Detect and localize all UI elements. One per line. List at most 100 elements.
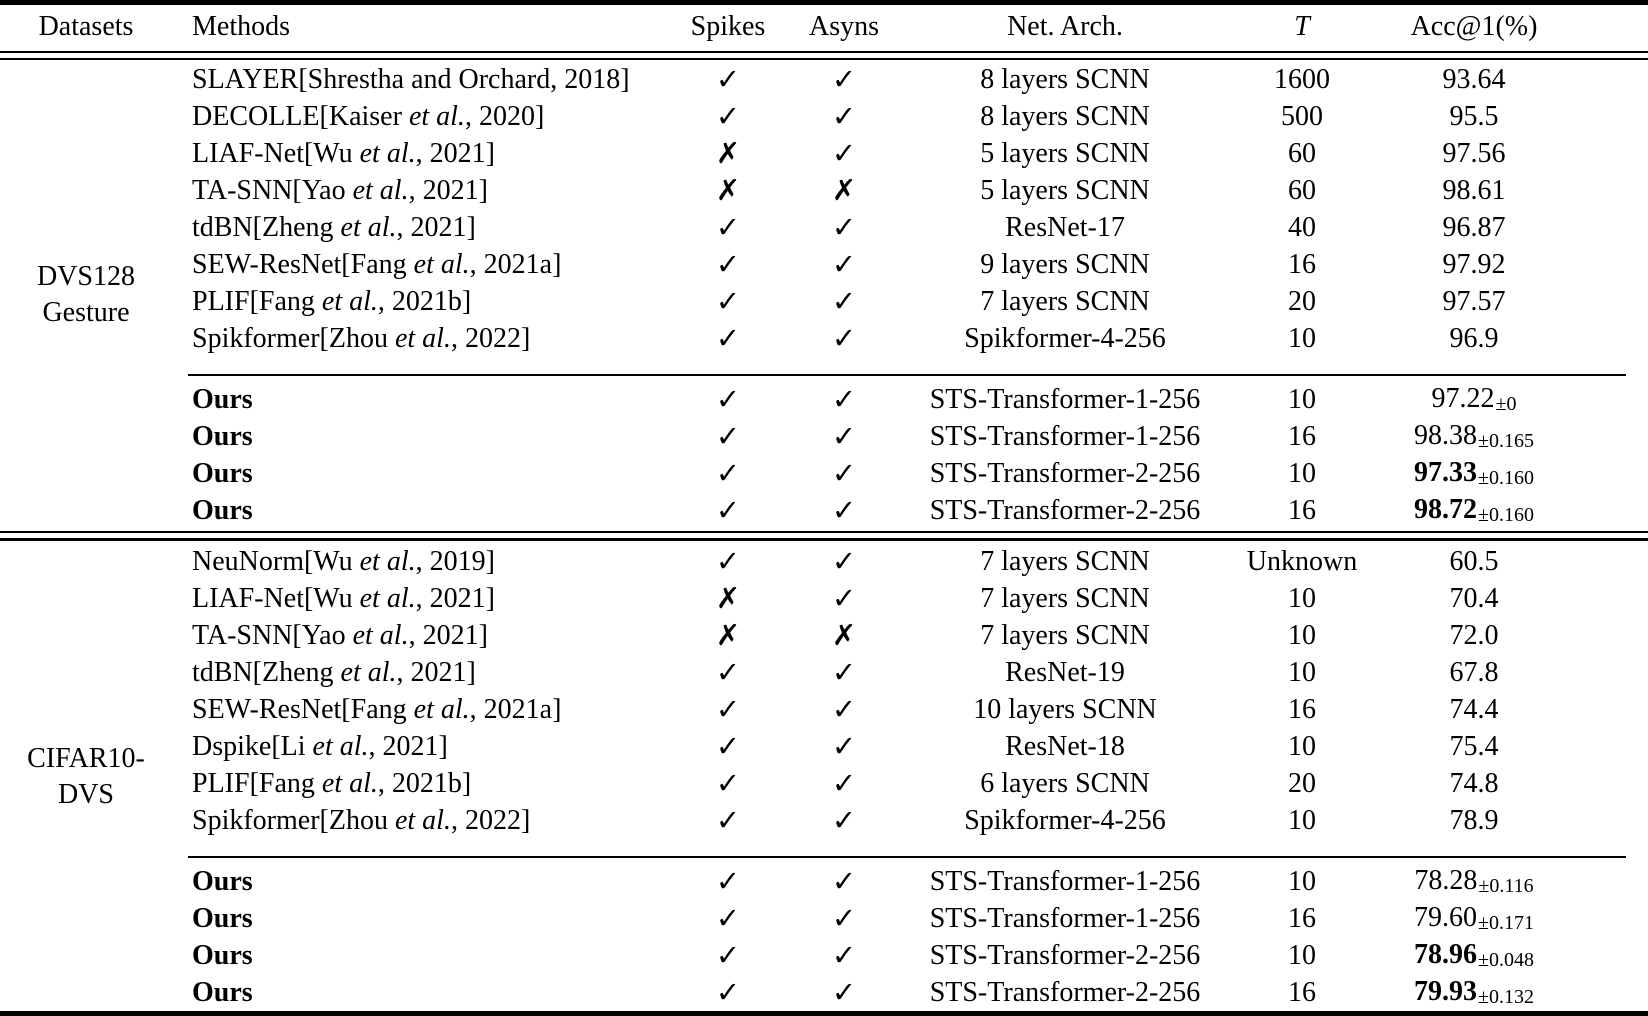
timesteps-cell: 16 [1288, 902, 1316, 934]
accuracy-std: ±0.171 [1478, 912, 1534, 934]
method-cell: DECOLLE[Kaiser et al., 2020] [172, 98, 672, 135]
method-name: NeuNorm[Wu et al., 2019] [192, 545, 495, 577]
accuracy-std: ±0 [1495, 393, 1517, 415]
accuracy-std: ±0.048 [1478, 949, 1534, 971]
asyns-cell: ✓ [784, 728, 904, 765]
check-icon: ✓ [715, 802, 741, 837]
accuracy-cell: 70.4 [1378, 580, 1648, 617]
method-cell: Ours [172, 863, 672, 900]
accuracy-std: ±0.160 [1478, 467, 1534, 489]
accuracy-cell: 98.72±0.160 [1378, 492, 1648, 529]
method-name: SLAYER[Shrestha and Orchard, 2018] [192, 63, 630, 95]
cross-icon: ✗ [831, 172, 857, 207]
check-icon: ✓ [831, 98, 857, 133]
method-name: TA-SNN[Yao et al., 2021] [192, 174, 488, 206]
dataset-label-line: Gesture [42, 297, 130, 328]
method-row: PLIF[Fang et al., 2021b] ✓ ✓ 6 layers SCNN 2… [0, 765, 1648, 802]
timesteps-cell: 16 [1288, 976, 1316, 1008]
spikes-cell: ✓ [672, 283, 784, 320]
spikes-cell: ✓ [672, 98, 784, 135]
spikes-cell: ✗ [672, 135, 784, 172]
check-icon: ✓ [715, 492, 741, 527]
check-icon: ✓ [715, 246, 741, 281]
method-name: Ours [192, 902, 253, 934]
accuracy-cell: 98.38±0.165 [1378, 418, 1648, 455]
check-icon: ✓ [831, 246, 857, 281]
net-arch-cell: 7 layers SCNN [980, 619, 1150, 651]
header-double-rule [0, 50, 1648, 60]
spikes-cell: ✓ [672, 691, 784, 728]
check-icon: ✓ [715, 543, 741, 578]
method-cell: PLIF[Fang et al., 2021b] [172, 765, 672, 802]
method-name: TA-SNN[Yao et al., 2021] [192, 619, 488, 651]
header-divider-cell [0, 49, 1648, 61]
timesteps-cell: Unknown [1246, 545, 1358, 577]
method-row: tdBN[Zheng et al., 2021] ✓ ✓ ResNet-17 40 96.… [0, 209, 1648, 246]
method-name: Ours [192, 420, 253, 452]
accuracy-cell: 75.4 [1378, 728, 1648, 765]
net-arch-cell: Spikformer-4-256 [964, 322, 1166, 354]
accuracy-cell: 96.87 [1378, 209, 1648, 246]
asyns-cell: ✓ [784, 765, 904, 802]
subsection-divider-cell [172, 839, 1648, 863]
check-icon: ✓ [715, 691, 741, 726]
accuracy-cell: 98.61 [1378, 172, 1648, 209]
accuracy-value: 75.4 [1449, 730, 1499, 762]
timesteps-cell: 10 [1288, 865, 1316, 897]
asyns-cell: ✓ [784, 543, 904, 580]
check-icon: ✓ [715, 381, 741, 416]
timesteps-cell: 10 [1288, 939, 1316, 971]
timesteps-cell: 10 [1288, 582, 1316, 614]
asyns-cell: ✓ [784, 209, 904, 246]
header-accuracy: Acc@1(%) [1410, 11, 1538, 42]
cross-icon: ✗ [715, 617, 741, 652]
spikes-cell: ✗ [672, 580, 784, 617]
method-row: SEW-ResNet[Fang et al., 2021a] ✓ ✓ 10 layer… [0, 691, 1648, 728]
method-cell: LIAF-Net[Wu et al., 2021] [172, 580, 672, 617]
asyns-cell: ✓ [784, 492, 904, 529]
check-icon: ✓ [831, 209, 857, 244]
spikes-cell: ✓ [672, 320, 784, 357]
accuracy-cell: 79.60±0.171 [1378, 900, 1648, 937]
accuracy-value: 93.64 [1442, 63, 1506, 95]
timesteps-cell: 16 [1288, 248, 1316, 280]
timesteps-cell: 10 [1288, 804, 1316, 836]
check-icon: ✓ [831, 937, 857, 972]
method-cell: Ours [172, 937, 672, 974]
check-icon: ✓ [831, 61, 857, 96]
ours-row: Ours ✓ ✓ STS-Transformer-1-256 10 78.28±0.116 [0, 863, 1648, 900]
asyns-cell: ✓ [784, 98, 904, 135]
method-name: Ours [192, 457, 253, 489]
header-methods: Methods [192, 11, 290, 42]
method-cell: Ours [172, 974, 672, 1014]
header-row: Datasets Methods Spikes Asyns Net. Arch.… [0, 3, 1648, 50]
spikes-cell: ✓ [672, 937, 784, 974]
header-spikes: Spikes [690, 11, 766, 42]
ours-row: Ours ✓ ✓ STS-Transformer-2-256 16 98.72±0.160 [0, 492, 1648, 529]
dataset-label-line: DVS [57, 779, 114, 810]
accuracy-cell: 97.56 [1378, 135, 1648, 172]
timesteps-cell: 16 [1288, 420, 1316, 452]
timesteps-cell: 60 [1288, 174, 1316, 206]
method-row: DECOLLE[Kaiser et al., 2020] ✓ ✓ 8 layers S… [0, 98, 1648, 135]
check-icon: ✓ [831, 802, 857, 837]
partial-rule [188, 856, 1626, 858]
subsection-divider-row [0, 839, 1648, 863]
header-datasets: Datasets [38, 11, 134, 42]
asyns-cell: ✓ [784, 900, 904, 937]
accuracy-value: 70.4 [1449, 582, 1499, 614]
net-arch-cell: STS-Transformer-2-256 [929, 939, 1201, 971]
check-icon: ✓ [715, 900, 741, 935]
method-name: Ours [192, 383, 253, 415]
net-arch-cell: STS-Transformer-1-256 [929, 865, 1201, 897]
method-row: Dspike[Li et al., 2021] ✓ ✓ ResNet-18 10 75.4 [0, 728, 1648, 765]
asyns-cell: ✓ [784, 320, 904, 357]
spikes-cell: ✓ [672, 863, 784, 900]
method-cell: SEW-ResNet[Fang et al., 2021a] [172, 246, 672, 283]
net-arch-cell: Spikformer-4-256 [964, 804, 1166, 836]
accuracy-cell: 96.9 [1378, 320, 1648, 357]
method-row: SEW-ResNet[Fang et al., 2021a] ✓ ✓ 9 layers… [0, 246, 1648, 283]
net-arch-cell: 8 layers SCNN [980, 63, 1150, 95]
asyns-cell: ✓ [784, 418, 904, 455]
